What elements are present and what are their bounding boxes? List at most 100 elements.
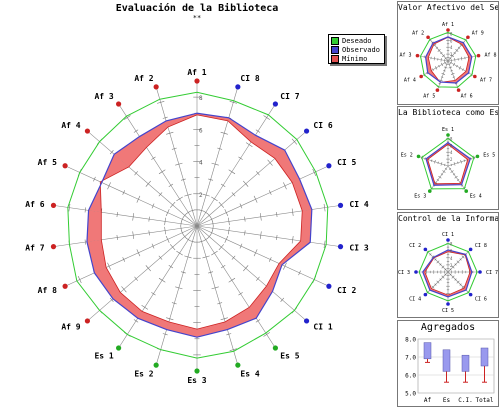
radial-tick-label-8: 8 [199,95,203,102]
category-label-ci-5: CI 5 [337,158,356,167]
category-marker-af-7 [51,244,56,249]
gap-area-af-7 [87,210,101,241]
tick-mark [219,202,224,208]
category-label-ci-2: CI 2 [409,243,421,249]
tick-mark [149,217,150,222]
legend-label-observado: Observado [342,46,380,54]
tick-mark [276,235,277,240]
category-label-ci-2: CI 2 [337,286,356,295]
tick-mark [454,58,455,62]
category-marker-ci-2 [424,248,428,252]
panel-title-biblioteca-espacio: La Biblioteca como Espacio [398,108,498,117]
category-label-af-6: Af 6 [461,94,473,100]
tick-mark [459,66,461,69]
category-label-es-4: Es 4 [240,370,259,379]
category-label-af-9: Af 9 [61,323,80,332]
tick-mark [450,70,452,71]
category-marker-af-3 [116,101,121,106]
tick-mark [221,184,225,187]
x-tick-label-total: Total [475,397,493,404]
tick-mark [117,212,118,217]
category-label-af-6: Af 6 [25,200,44,209]
category-label-ci-7: CI 7 [486,270,498,276]
tick-mark [441,58,442,62]
tick-mark [152,244,154,249]
gap-area-es-1 [113,292,142,318]
category-marker-ci-4 [338,203,343,208]
category-label-af-7: Af 7 [25,244,44,253]
spoke-es-2 [156,226,197,365]
bar-c-i [462,355,469,371]
tick-mark [213,221,214,226]
tick-mark [254,196,257,203]
category-label-ci-1: CI 1 [442,232,454,238]
tick-mark [181,226,182,231]
spoke-af-6 [53,205,197,226]
radial-tick-label-4: 4 [450,45,453,50]
category-marker-es-5 [273,345,278,350]
tick-mark [244,217,245,222]
tick-mark [166,209,169,216]
tick-mark [213,226,214,231]
tick-mark [149,230,150,235]
category-marker-ci-7 [273,101,278,106]
tick-mark [225,209,228,216]
tick-mark [146,181,151,187]
tick-mark [211,251,217,255]
tick-mark [221,265,225,268]
tick-mark [142,305,148,309]
tick-mark [254,249,257,256]
category-label-ci-1: CI 1 [313,323,332,332]
tick-mark [85,207,86,212]
legend-item-observado: Observado [331,45,382,54]
category-label-es-1: Es 1 [442,127,454,133]
category-label-ci-6: CI 6 [475,297,487,303]
y-tick-label-5-0: 5.0 [405,391,416,398]
tick-mark [439,83,441,84]
radial-tick-label-2: 2 [450,157,453,162]
category-label-ci-5: CI 5 [442,308,454,314]
tick-mark [159,278,165,282]
category-marker-af-9 [85,318,90,323]
tick-mark [123,190,125,195]
category-label-es-1: Es 1 [94,351,113,360]
tick-mark [283,182,286,189]
tick-mark [425,157,426,159]
radial-tick-label-2: 2 [450,52,453,57]
tick-mark [457,162,458,164]
category-label-ci-8: CI 8 [475,243,487,249]
tick-mark [238,157,242,160]
category-marker-af-6 [457,88,461,92]
tick-mark [441,77,443,78]
category-marker-af-5 [436,88,440,92]
tick-mark [256,130,260,133]
category-label-af-9: Af 9 [472,30,484,36]
category-marker-ci-4 [424,293,428,297]
category-marker-af-7 [473,75,477,79]
legend-swatch-minimo [331,55,339,63]
tick-mark [211,197,217,201]
category-marker-af-8 [477,54,481,58]
tick-mark [446,64,448,65]
tick-mark [455,176,458,178]
tick-mark [108,263,111,270]
tick-mark [229,278,235,282]
category-marker-es-4 [235,363,240,368]
tick-mark [438,176,441,178]
y-tick-label-8-0: 8.0 [405,337,416,344]
category-label-es-5: Es 5 [280,351,299,360]
series-minimo [425,252,470,295]
category-marker-ci-2 [326,284,331,289]
tick-mark [137,249,140,256]
category-label-es-5: Es 5 [483,152,495,158]
category-label-ci-4: CI 4 [409,297,421,303]
category-label-af-2: Af 2 [412,30,424,36]
tick-mark [269,190,271,195]
category-label-af-5: Af 5 [38,158,57,167]
panel-title-agregados: Agregados [398,322,498,333]
tick-mark [243,181,248,187]
